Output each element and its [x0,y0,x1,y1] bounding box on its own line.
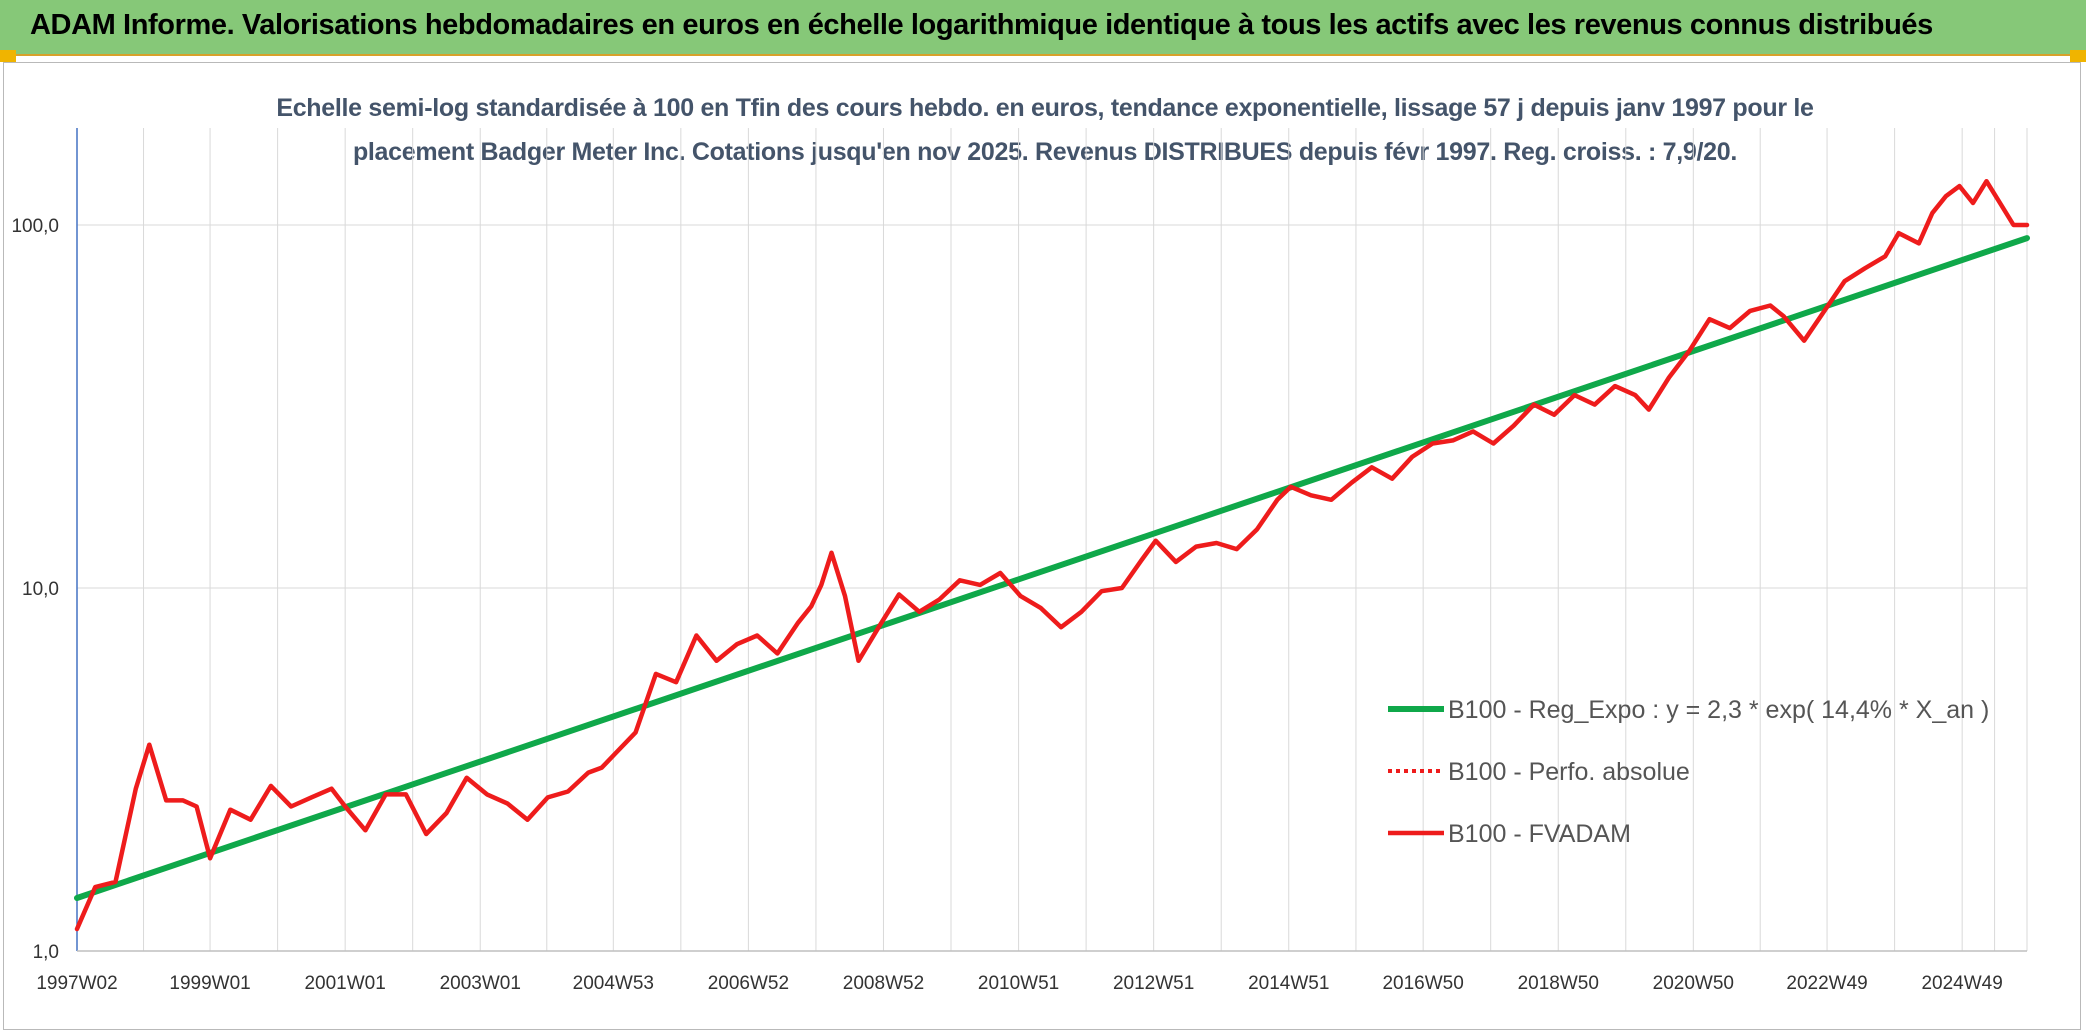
y-tick-label: 1,0 [33,942,59,963]
x-tick-label: 2001W01 [304,973,385,994]
chart-title-line-2: placement Badger Meter Inc. Cotations ju… [352,138,1738,166]
x-tick-label: 2010W51 [978,973,1059,994]
x-tick-label: 2024W49 [1921,973,2002,994]
x-tick-label: 2006W52 [708,973,789,994]
x-tick-label: 2016W50 [1382,973,1463,994]
series-line-reg-expo [74,235,2030,901]
x-tick-label: 1997W02 [36,973,117,994]
series-line-fvadam [74,178,2030,932]
x-tick-label: 2020W50 [1653,973,1734,994]
corner-marker [0,50,16,62]
x-tick-label: 2008W52 [843,973,924,994]
report-title: ADAM Informe. Valorisations hebdomadaire… [30,9,1933,41]
x-tick-label: 2014W51 [1248,973,1329,994]
chart-title-line-1: Echelle semi-log standardisée à 100 en T… [276,94,1814,122]
legend-label: B100 - FVADAM [1448,820,1631,848]
y-tick-label: 100,0 [11,216,59,237]
chart-frame [3,62,2081,1030]
chart-title: Echelle semi-log standardisée à 100 en T… [180,86,1910,174]
legend-label: B100 - Perfo. absolue [1448,758,1690,786]
x-tick-label: 1999W01 [169,973,250,994]
x-tick-label: 2004W53 [573,973,654,994]
x-tick-label: 2012W51 [1113,973,1194,994]
corner-marker [2070,50,2086,62]
x-tick-label: 2022W49 [1786,973,1867,994]
legend-label: B100 - Reg_Expo : y = 2,3 * exp( 14,4% *… [1448,696,1989,724]
report-header: ADAM Informe. Valorisations hebdomadaire… [0,0,2086,56]
x-tick-label: 2003W01 [440,973,521,994]
x-tick-label: 2018W50 [1518,973,1599,994]
y-tick-label: 10,0 [22,579,59,600]
